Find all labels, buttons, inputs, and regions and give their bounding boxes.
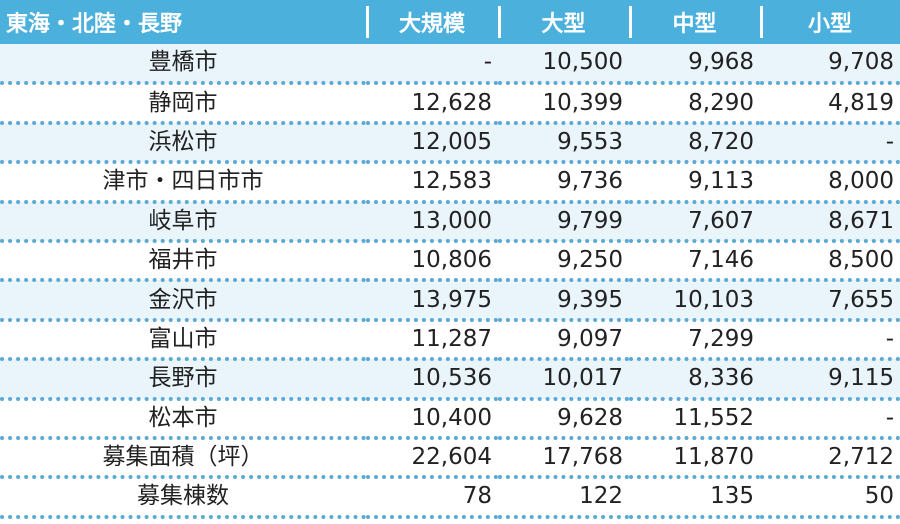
value-cell: 9,115 [760, 359, 900, 401]
table-row: 岐阜市 13,000 9,799 7,607 8,671 [0, 201, 900, 243]
table-row: 福井市 10,806 9,250 7,146 8,500 [0, 240, 900, 283]
column-header-small: 小型 [760, 0, 900, 44]
table-row: 松本市 10,400 9,628 11,552 - [0, 398, 900, 440]
value-cell: 9,395 [498, 280, 629, 322]
value-cell: 9,097 [498, 319, 629, 362]
value-cell: 50 [760, 477, 900, 519]
summary-row-count: 募集棟数 78 122 135 50 [0, 477, 900, 519]
value-cell: 9,628 [498, 398, 629, 440]
value-cell: 7,146 [629, 240, 760, 283]
value-cell: - [760, 398, 900, 440]
value-cell: 9,799 [498, 201, 629, 243]
city-name: 金沢市 [0, 280, 366, 322]
city-name: 岐阜市 [0, 201, 366, 243]
value-cell: 12,005 [366, 122, 498, 165]
summary-label: 募集棟数 [0, 477, 366, 519]
value-cell: 8,000 [760, 162, 900, 204]
table-row: 長野市 10,536 10,017 8,336 9,115 [0, 359, 900, 401]
column-header-large-scale: 大規模 [366, 0, 498, 44]
value-cell: 8,500 [760, 240, 900, 283]
value-cell: 11,552 [629, 398, 760, 440]
value-cell: - [760, 319, 900, 362]
summary-row-area: 募集面積（坪） 22,604 17,768 11,870 2,712 [0, 437, 900, 480]
city-name: 津市・四日市市 [0, 162, 366, 204]
value-cell: 12,628 [366, 83, 498, 125]
value-cell: 135 [629, 477, 760, 519]
value-cell: 11,870 [629, 437, 760, 480]
value-cell: 7,607 [629, 201, 760, 243]
value-cell: 17,768 [498, 437, 629, 480]
value-cell: 10,399 [498, 83, 629, 125]
value-cell: 10,536 [366, 359, 498, 401]
value-cell: 9,113 [629, 162, 760, 204]
value-cell: 2,712 [760, 437, 900, 480]
value-cell: 9,736 [498, 162, 629, 204]
city-name: 静岡市 [0, 83, 366, 125]
value-cell: 10,103 [629, 280, 760, 322]
value-cell: 10,500 [498, 44, 629, 86]
value-cell: 8,336 [629, 359, 760, 401]
value-cell: 22,604 [366, 437, 498, 480]
city-name: 福井市 [0, 240, 366, 283]
value-cell: 13,975 [366, 280, 498, 322]
value-cell: 9,708 [760, 44, 900, 86]
value-cell: 78 [366, 477, 498, 519]
value-cell: 8,290 [629, 83, 760, 125]
value-cell: 10,400 [366, 398, 498, 440]
summary-label: 募集面積（坪） [0, 437, 366, 480]
city-name: 浜松市 [0, 122, 366, 165]
column-header-large: 大型 [498, 0, 629, 44]
city-name: 長野市 [0, 359, 366, 401]
city-name: 富山市 [0, 319, 366, 362]
table-row: 静岡市 12,628 10,399 8,290 4,819 [0, 83, 900, 125]
value-cell: 10,017 [498, 359, 629, 401]
value-cell: 8,671 [760, 201, 900, 243]
table-row: 富山市 11,287 9,097 7,299 - [0, 319, 900, 362]
value-cell: 9,968 [629, 44, 760, 86]
value-cell: 13,000 [366, 201, 498, 243]
region-header: 東海・北陸・長野 [6, 12, 183, 37]
value-cell: 9,553 [498, 122, 629, 165]
value-cell: 10,806 [366, 240, 498, 283]
value-cell: 9,250 [498, 240, 629, 283]
city-name: 松本市 [0, 398, 366, 440]
value-cell: - [366, 44, 498, 86]
value-cell: 4,819 [760, 83, 900, 125]
table-row: 津市・四日市市 12,583 9,736 9,113 8,000 [0, 162, 900, 204]
table-row: 浜松市 12,005 9,553 8,720 - [0, 122, 900, 165]
header-row: 東海・北陸・長野 大規模 大型 中型 小型 [0, 0, 900, 44]
value-cell: 122 [498, 477, 629, 519]
value-cell: - [760, 122, 900, 165]
value-cell: 12,583 [366, 162, 498, 204]
value-cell: 11,287 [366, 319, 498, 362]
value-cell: 7,299 [629, 319, 760, 362]
table-row: 豊橋市 - 10,500 9,968 9,708 [0, 44, 900, 86]
table-row: 金沢市 13,975 9,395 10,103 7,655 [0, 280, 900, 322]
value-cell: 7,655 [760, 280, 900, 322]
value-cell: 8,720 [629, 122, 760, 165]
city-name: 豊橋市 [0, 44, 366, 86]
column-header-medium: 中型 [629, 0, 760, 44]
